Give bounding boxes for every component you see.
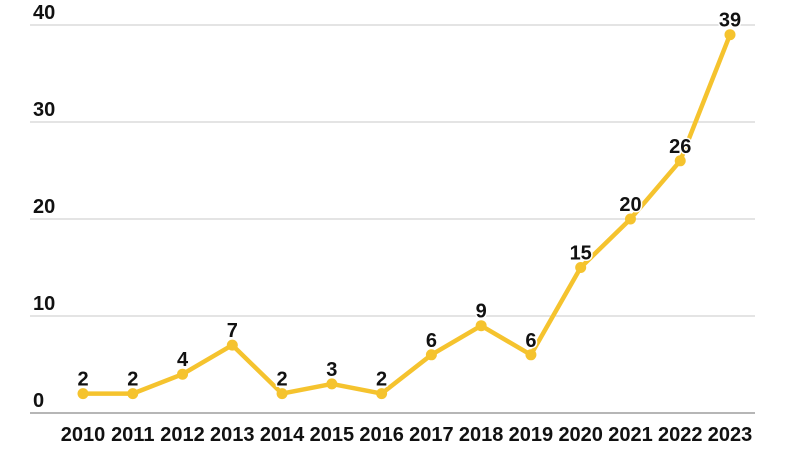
data-point-2013 (226, 339, 238, 351)
x-tick-label-2021: 2021 (608, 424, 653, 446)
x-tick-label-2015: 2015 (310, 424, 355, 446)
x-tick-label-2018: 2018 (459, 424, 504, 446)
data-label-2015: 3 (326, 359, 337, 381)
y-tick-label-40: 40 (33, 2, 55, 24)
x-tick-label-2019: 2019 (509, 424, 554, 446)
data-point-2022 (674, 155, 686, 167)
x-tick-label-2014: 2014 (260, 424, 305, 446)
data-label-2013: 7 (227, 320, 238, 342)
data-point-2014 (276, 388, 288, 400)
y-tick-label-20: 20 (33, 196, 55, 218)
y-tick-label-10: 10 (33, 293, 55, 315)
x-tick-label-2013: 2013 (210, 424, 255, 446)
x-tick-label-2020: 2020 (558, 424, 603, 446)
series-line-annual-count (80, 32, 733, 396)
data-label-2018: 9 (476, 301, 487, 323)
x-tick-label-2017: 2017 (409, 424, 454, 446)
data-point-2020 (575, 262, 587, 273)
data-label-2020: 15 (570, 243, 592, 265)
data-label-2010: 2 (77, 369, 88, 391)
data-point-2016 (376, 388, 388, 400)
y-tick-label-0: 0 (33, 390, 44, 412)
data-point-2023 (724, 29, 736, 41)
x-tick-label-2010: 2010 (61, 424, 106, 446)
x-tick-label-2022: 2022 (658, 424, 703, 446)
y-tick-label-30: 30 (33, 99, 55, 121)
data-label-2021: 20 (619, 194, 641, 216)
x-tick-label-2012: 2012 (160, 424, 205, 446)
data-point-2012 (177, 368, 189, 380)
data-label-2019: 6 (525, 330, 536, 352)
data-point-2019 (525, 349, 537, 361)
data-point-2018 (475, 320, 487, 332)
data-label-2016: 2 (376, 369, 387, 391)
x-tick-label-2011: 2011 (111, 424, 154, 446)
data-point-2017 (425, 349, 437, 361)
data-point-2011 (127, 388, 139, 400)
data-point-2021 (624, 213, 636, 225)
data-point-2010 (77, 388, 89, 400)
x-tick-label-2023: 2023 (708, 424, 753, 446)
data-point-2015 (326, 378, 338, 390)
data-label-2017: 6 (426, 330, 437, 352)
x-tick-label-2016: 2016 (359, 424, 404, 446)
data-label-2014: 2 (277, 369, 288, 391)
data-label-2023: 39 (719, 10, 741, 32)
data-label-2022: 26 (669, 136, 691, 158)
data-label-2012: 4 (177, 349, 189, 371)
data-label-2011: 2 (127, 369, 138, 391)
